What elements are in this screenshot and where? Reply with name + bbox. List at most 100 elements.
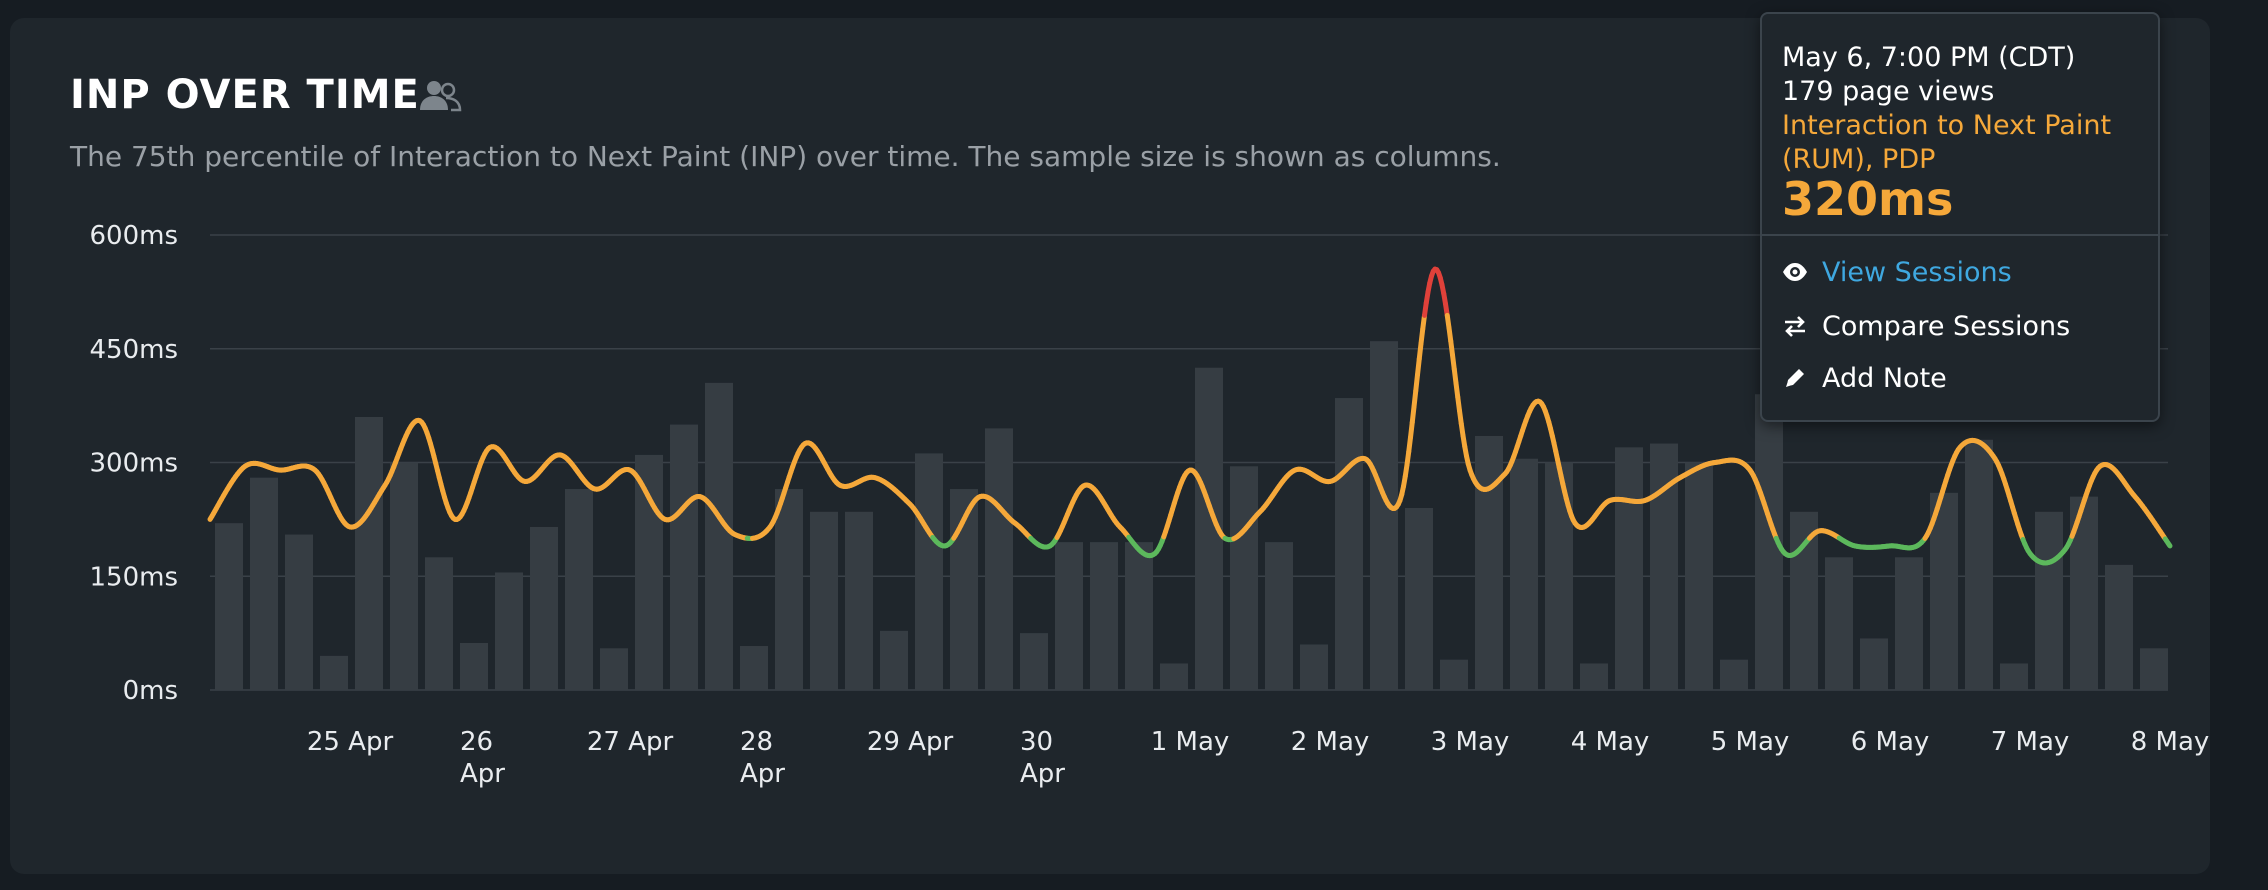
y-tick-label: 300ms (90, 449, 179, 479)
view-sessions-label: View Sessions (1822, 256, 2012, 288)
inp-line-segment (1413, 372, 1420, 394)
inp-line-segment (1409, 404, 1417, 425)
tooltip-metric-line1: Interaction to Next Paint (1782, 110, 2112, 141)
chart-subtitle: The 75th percentile of Interaction to Ne… (70, 140, 1501, 173)
compare-sessions-button[interactable]: Compare Sessions (1782, 308, 2070, 344)
x-axis-ticks: 25 Apr 26 Apr 27 Apr 28 Apr 29 Apr 30 Apr 1 May 2 … (307, 727, 2209, 789)
inp-line-segment (1408, 419, 1415, 440)
sample-bar (460, 642, 488, 690)
sample-bar (1440, 659, 1468, 690)
sample-bar (285, 534, 313, 690)
x-tick-label: 28 Apr (740, 727, 785, 789)
sample-bar (215, 523, 243, 690)
sample-bar (1055, 542, 1083, 690)
y-tick-label: 150ms (90, 562, 179, 592)
tooltip-value: 320ms (1782, 172, 1954, 226)
x-tick-label: 8 May (2131, 727, 2210, 757)
sample-bar (1020, 633, 1048, 690)
inp-line-segment (1416, 341, 1424, 362)
y-axis-ticks: 0ms 150ms 300ms 450ms 600ms (90, 221, 179, 706)
x-tick-label: 25 Apr (307, 727, 394, 757)
sample-bar (565, 489, 593, 690)
tooltip-datetime: May 6, 7:00 PM (CDT) (1782, 42, 2076, 73)
users-icon (420, 81, 462, 112)
data-tooltip: May 6, 7:00 PM (CDT) 179 page views Inte… (1760, 12, 2160, 422)
sample-bar (1545, 462, 1573, 690)
sample-bar (425, 557, 453, 690)
y-tick-label: 0ms (123, 676, 178, 706)
sample-bar (1265, 542, 1293, 690)
pencil-icon (1786, 369, 1804, 387)
sample-bar (845, 511, 873, 690)
sample-bar (880, 630, 908, 690)
x-tick-label: 2 May (1291, 727, 1370, 757)
sample-size-bars (215, 341, 2168, 690)
sample-bar (1685, 462, 1713, 690)
sample-bar (635, 454, 663, 690)
inp-line-segment (1415, 356, 1422, 378)
sample-bar (1090, 542, 1118, 690)
inp-line-segment (1411, 388, 1419, 410)
y-tick-label: 450ms (90, 335, 179, 365)
add-note-label: Add Note (1822, 362, 1947, 394)
x-tick-label: 29 Apr (867, 727, 954, 757)
chart-title: INP OVER TIME (70, 72, 420, 118)
inp-line-segment (2166, 542, 2173, 549)
sample-bar (2000, 663, 2028, 690)
sample-bar (390, 462, 418, 690)
tooltip-page-views: 179 page views (1782, 76, 1995, 107)
sample-bar (2105, 564, 2133, 690)
sample-bar (1475, 435, 1503, 690)
view-sessions-button[interactable]: View Sessions (1782, 254, 2012, 290)
sample-bar (1965, 439, 1993, 690)
y-tick-label: 600ms (90, 221, 179, 251)
sample-bar (1335, 398, 1363, 690)
add-note-button[interactable]: Add Note (1782, 360, 1947, 396)
sample-bar (1160, 663, 1188, 690)
sample-bar (1405, 508, 1433, 690)
sample-bar (1930, 492, 1958, 690)
sample-bar (250, 477, 278, 690)
sample-bar (1230, 466, 1258, 690)
x-tick-label: 3 May (1431, 727, 1510, 757)
sample-bar (320, 655, 348, 690)
sample-bar (1370, 341, 1398, 690)
sample-bar (1790, 511, 1818, 690)
sample-bar (1895, 557, 1923, 690)
compare-sessions-label: Compare Sessions (1822, 310, 2071, 342)
sample-bar (705, 382, 733, 690)
sample-bar (600, 648, 628, 690)
x-tick-label: 5 May (1711, 727, 1790, 757)
swap-arrows-icon (1785, 316, 1805, 337)
x-tick-label: 6 May (1851, 727, 1930, 757)
sample-bar (1510, 458, 1538, 690)
sample-bar (1300, 644, 1328, 690)
sample-bar (740, 646, 768, 690)
sample-bar (985, 428, 1013, 690)
inp-line (207, 266, 2173, 566)
sample-bar (1580, 663, 1608, 690)
x-tick-label: 26 Apr (460, 727, 505, 789)
eye-icon (1783, 263, 1807, 281)
sample-bar (1125, 542, 1153, 690)
x-tick-label: 1 May (1151, 727, 1230, 757)
x-tick-label: 7 May (1991, 727, 2070, 757)
sample-bar (1825, 557, 1853, 690)
sample-bar (495, 572, 523, 690)
sample-bar (915, 453, 943, 690)
sample-bar (355, 417, 383, 690)
sample-bar (530, 526, 558, 690)
tooltip-metric-line2: (RUM), PDP (1782, 144, 1936, 175)
x-tick-label: 30 Apr (1020, 727, 1065, 789)
sample-bar (1860, 638, 1888, 690)
tooltip-divider (1762, 234, 2158, 236)
sample-bar (775, 489, 803, 690)
sample-bar (1720, 659, 1748, 690)
x-tick-label: 27 Apr (587, 727, 674, 757)
sample-bar (810, 511, 838, 690)
x-tick-label: 4 May (1571, 727, 1650, 757)
sample-bar (2140, 648, 2168, 690)
sample-bar (2035, 511, 2063, 690)
sample-bar (1615, 447, 1643, 690)
